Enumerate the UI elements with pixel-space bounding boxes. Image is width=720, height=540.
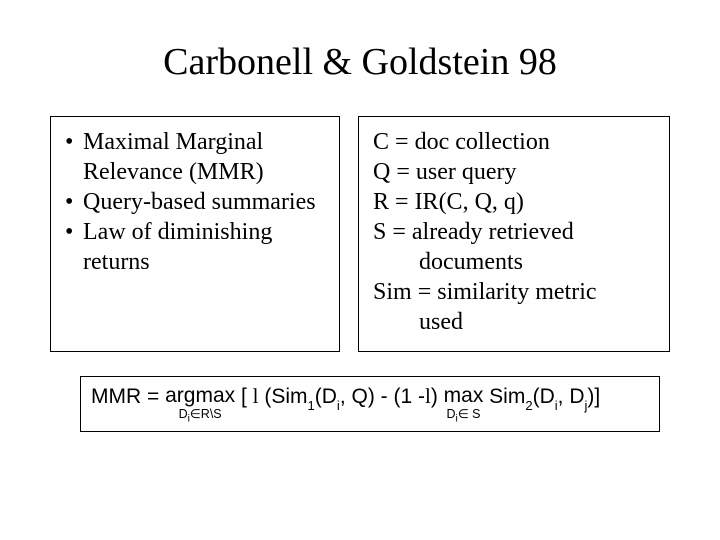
sim1: Sim xyxy=(271,385,307,408)
slide-title: Carbonell & Goldstein 98 xyxy=(50,40,670,84)
bullet-item: • Query-based summaries xyxy=(65,187,325,217)
argmax-stack: argmax Di∈R\S xyxy=(165,385,235,425)
max-sub: Di∈ S xyxy=(446,408,480,425)
formula-text: ( xyxy=(258,385,271,408)
slide: Carbonell & Goldstein 98 • Maximal Margi… xyxy=(0,0,720,540)
bullet-text: Law of diminishing returns xyxy=(83,217,325,277)
def-value: doc collection xyxy=(415,129,550,155)
def-value: already retrieved xyxy=(412,219,574,245)
bullet-mark: • xyxy=(65,127,83,187)
mmr-formula: MMR = argmaxDi∈R\S [ l (Sim1(Di, Q) - (1… xyxy=(91,385,600,408)
sim2-args-a: (D xyxy=(533,385,555,408)
sim2: Sim xyxy=(483,385,525,408)
formula-box: MMR = argmaxDi∈R\S [ l (Sim1(Di, Q) - (1… xyxy=(80,376,660,432)
bullet-mark: • xyxy=(65,187,83,217)
bullet-item: • Law of diminishing returns xyxy=(65,217,325,277)
formula-container: MMR = argmaxDi∈R\S [ l (Sim1(Di, Q) - (1… xyxy=(80,376,660,432)
right-box: C = doc collection Q = user query R = IR… xyxy=(358,116,670,352)
def-symbol: C xyxy=(373,129,389,155)
left-box: • Maximal Marginal Relevance (MMR) • Que… xyxy=(50,116,340,352)
def-symbol: R xyxy=(373,189,389,215)
sim2-dj-sub: j xyxy=(585,398,588,413)
def-symbol: Sim xyxy=(373,279,412,305)
sim1-args-b: , Q) - (1 - xyxy=(340,385,425,408)
def-value: similarity metric xyxy=(437,279,596,305)
sim1-di-sub: i xyxy=(337,398,340,413)
def-value: user query xyxy=(416,159,517,185)
bullet-mark: • xyxy=(65,217,83,277)
definition-cont: documents xyxy=(373,247,655,277)
argmax-label: argmax xyxy=(165,385,235,406)
formula-open: [ xyxy=(235,385,253,408)
bullet-text: Maximal Marginal Relevance (MMR) xyxy=(83,127,325,187)
bullet-item: • Maximal Marginal Relevance (MMR) xyxy=(65,127,325,187)
formula-close-paren: ) xyxy=(431,385,444,408)
content-columns: • Maximal Marginal Relevance (MMR) • Que… xyxy=(50,116,670,352)
bullet-text: Query-based summaries xyxy=(83,187,325,217)
argmax-sub: Di∈R\S xyxy=(179,408,222,425)
def-eq: = xyxy=(418,279,438,305)
definition-row: Q = user query xyxy=(373,157,655,187)
def-eq: = xyxy=(395,189,415,215)
definition-row: R = IR(C, Q, q) xyxy=(373,187,655,217)
sim2-sub: 2 xyxy=(525,398,532,413)
def-value: IR(C, Q, q) xyxy=(415,189,524,215)
definition-cont: used xyxy=(373,307,655,337)
def-eq: = xyxy=(392,219,412,245)
sim1-sub: 1 xyxy=(307,398,314,413)
max-stack: max Di∈ S xyxy=(444,385,484,425)
definition-row: C = doc collection xyxy=(373,127,655,157)
max-label: max xyxy=(444,385,484,406)
def-symbol: S xyxy=(373,219,386,245)
sim2-args-b: , D xyxy=(558,385,585,408)
def-eq: = xyxy=(395,129,415,155)
def-eq: = xyxy=(396,159,416,185)
def-symbol: Q xyxy=(373,159,390,185)
sim2-args-c: )] xyxy=(587,385,600,408)
definition-row: S = already retrieved xyxy=(373,217,655,247)
formula-lhs: MMR = xyxy=(91,385,165,408)
sim1-args: (D xyxy=(315,385,337,408)
definition-row: Sim = similarity metric xyxy=(373,277,655,307)
sim2-di-sub: i xyxy=(555,398,558,413)
